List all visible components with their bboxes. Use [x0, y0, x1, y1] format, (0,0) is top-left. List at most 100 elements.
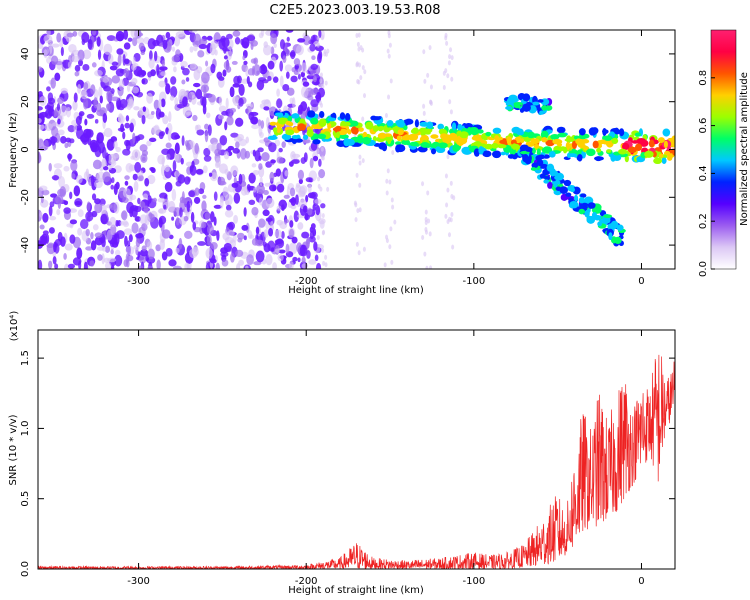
noise-speck: [274, 239, 284, 245]
noise-speck: [239, 148, 247, 160]
echo-blob: [557, 132, 568, 138]
noise-speck: [186, 200, 190, 212]
noise-speck: [141, 149, 148, 157]
echo-blob: [482, 150, 492, 158]
echo-blob: [272, 134, 277, 139]
noise-streak: [424, 226, 428, 232]
noise-speck: [202, 194, 207, 199]
noise-speck: [64, 142, 69, 149]
snr-y-multiplier: (x10⁴): [9, 311, 20, 342]
noise-streak: [324, 262, 328, 268]
noise-speck: [134, 216, 142, 222]
noise-streak: [319, 72, 323, 78]
noise-streak: [384, 113, 388, 119]
noise-speck: [189, 248, 198, 259]
echo-blob: [511, 143, 517, 150]
noise-speck: [290, 75, 298, 83]
noise-speck: [141, 78, 146, 85]
noise-speck: [307, 184, 312, 194]
echo-bands: [267, 93, 675, 247]
noise-speck: [289, 220, 294, 228]
noise-streak: [446, 187, 450, 193]
echo-blob: [420, 142, 430, 148]
noise-speck: [192, 82, 201, 88]
noise-streak: [386, 168, 390, 174]
noise-streak: [385, 238, 389, 244]
noise-speck: [74, 64, 81, 72]
noise-speck: [48, 227, 55, 234]
noise-speck: [205, 247, 213, 259]
noise-streak: [321, 247, 325, 253]
noise-speck: [48, 205, 53, 217]
noise-speck: [258, 197, 264, 206]
noise-speck: [172, 160, 177, 172]
echo-blob: [612, 154, 622, 162]
noise-speck: [219, 135, 228, 146]
noise-speck: [288, 260, 294, 269]
snr-x-ticks: -300 -200 -100 0: [127, 330, 645, 587]
noise-speck: [268, 227, 274, 237]
noise-speck: [63, 207, 71, 214]
noise-speck: [57, 97, 64, 104]
noise-speck: [195, 168, 204, 175]
noise-speck: [265, 253, 273, 266]
noise-speck: [65, 106, 72, 118]
noise-speck: [191, 94, 197, 105]
noise-speck: [122, 131, 126, 140]
noise-speck: [39, 211, 43, 218]
noise-speck: [173, 66, 177, 73]
echo-blob: [395, 141, 402, 146]
noise-speck: [200, 221, 207, 229]
noise-speck: [194, 187, 200, 196]
echo-blob: [505, 106, 512, 110]
noise-speck: [318, 158, 322, 167]
noise-speck: [204, 130, 209, 143]
noise-speck: [144, 177, 150, 187]
noise-speck: [282, 55, 287, 63]
noise-speck: [168, 259, 177, 267]
noise-speck: [263, 229, 269, 238]
noise-speck: [243, 60, 248, 65]
noise-streak: [321, 155, 325, 161]
noise-speck: [85, 246, 93, 251]
noise-speck: [121, 210, 128, 221]
colorbar-tick-label: 0.4: [698, 165, 709, 181]
echo-blob: [396, 135, 402, 142]
noise-speck: [48, 162, 52, 172]
snr-y-label: SNR (10 * v/v): [8, 414, 19, 485]
noise-speck: [238, 173, 243, 185]
noise-speck: [46, 243, 55, 249]
noise-speck: [67, 124, 76, 133]
noise-speck: [164, 181, 173, 193]
noise-speck: [284, 219, 289, 224]
noise-speck: [233, 214, 239, 224]
noise-speck: [273, 43, 277, 48]
echo-blob: [580, 193, 587, 198]
noise-speck: [110, 184, 114, 190]
echo-blob: [513, 101, 524, 106]
noise-streak: [362, 246, 366, 252]
noise-speck: [162, 114, 169, 125]
x-tick-label: -200: [295, 276, 318, 287]
echo-blob: [395, 120, 402, 125]
noise-speck: [111, 177, 115, 184]
noise-speck: [107, 257, 117, 263]
colorbar-tick-label: 0.8: [698, 70, 709, 86]
noise-speck: [149, 50, 153, 61]
noise-speck: [133, 180, 139, 192]
noise-speck: [38, 118, 42, 124]
noise-speck: [298, 186, 306, 197]
echo-blob: [614, 236, 622, 245]
noise-speck: [251, 65, 255, 76]
echo-blob: [291, 134, 300, 140]
noise-speck: [39, 95, 47, 106]
noise-speck: [96, 109, 106, 117]
noise-speck: [118, 79, 125, 91]
noise-speck: [57, 129, 65, 136]
noise-speck: [53, 109, 57, 118]
noise-speck: [151, 125, 160, 135]
noise-speck: [161, 148, 170, 155]
noise-speck: [171, 188, 177, 201]
noise-speck: [276, 219, 284, 226]
noise-speck: [132, 56, 136, 68]
